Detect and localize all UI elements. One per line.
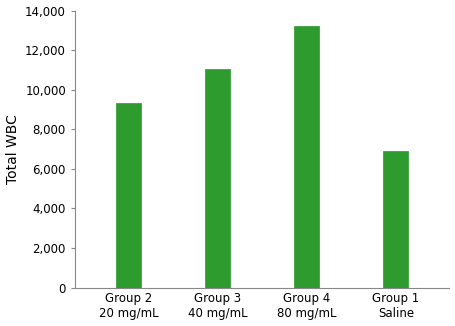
Bar [205,69,230,288]
Bar [116,103,141,288]
Bar [294,26,319,288]
Y-axis label: Total WBC: Total WBC [5,114,20,184]
Bar [384,151,409,288]
